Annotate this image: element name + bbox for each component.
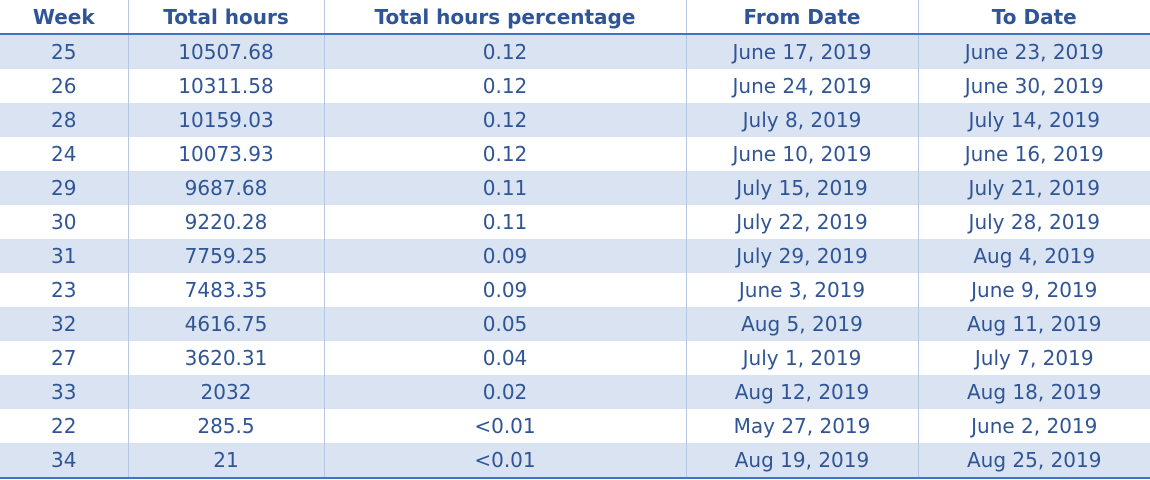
cell-total-hours-percentage: 0.04 <box>323 341 686 375</box>
cell-total-hours-percentage: 0.02 <box>323 375 686 409</box>
cell-to-date: July 14, 2019 <box>917 103 1150 137</box>
header-from-date: From Date <box>685 0 918 35</box>
table-row: 32 4616.75 0.05 Aug 5, 2019 Aug 11, 2019 <box>0 307 1150 341</box>
table-body: 25 10507.68 0.12 June 17, 2019 June 23, 2019… <box>0 34 1150 479</box>
cell-total-hours-percentage: <0.01 <box>323 443 686 479</box>
table-row: 33 2032 0.02 Aug 12, 2019 Aug 18, 2019 <box>0 375 1150 409</box>
cell-to-date: June 30, 2019 <box>917 69 1150 103</box>
cell-to-date: Aug 18, 2019 <box>917 375 1150 409</box>
table-row: 30 9220.28 0.11 July 22, 2019 July 28, 2019 <box>0 205 1150 239</box>
cell-from-date: Aug 12, 2019 <box>685 375 918 409</box>
cell-total-hours: 2032 <box>127 375 324 409</box>
cell-total-hours-percentage: 0.12 <box>323 137 686 171</box>
cell-total-hours: 9220.28 <box>127 205 324 239</box>
cell-total-hours-percentage: 0.12 <box>323 103 686 137</box>
cell-total-hours-percentage: 0.12 <box>323 69 686 103</box>
cell-to-date: July 7, 2019 <box>917 341 1150 375</box>
table-row: 23 7483.35 0.09 June 3, 2019 June 9, 2019 <box>0 273 1150 307</box>
table-row: 27 3620.31 0.04 July 1, 2019 July 7, 2019 <box>0 341 1150 375</box>
table-row: 28 10159.03 0.12 July 8, 2019 July 14, 2019 <box>0 103 1150 137</box>
table-header: Week Total hours Total hours percentage … <box>0 0 1150 35</box>
cell-from-date: July 15, 2019 <box>685 171 918 205</box>
cell-total-hours-percentage: 0.05 <box>323 307 686 341</box>
header-total-hours-percentage: Total hours percentage <box>323 0 686 35</box>
cell-from-date: July 1, 2019 <box>685 341 918 375</box>
cell-total-hours-percentage: 0.09 <box>323 273 686 307</box>
cell-total-hours: 7759.25 <box>127 239 324 273</box>
cell-to-date: June 2, 2019 <box>917 409 1150 443</box>
cell-week: 32 <box>0 307 128 341</box>
cell-from-date: Aug 5, 2019 <box>685 307 918 341</box>
cell-week: 34 <box>0 443 128 479</box>
cell-from-date: July 8, 2019 <box>685 103 918 137</box>
cell-week: 29 <box>0 171 128 205</box>
cell-week: 24 <box>0 137 128 171</box>
cell-from-date: July 22, 2019 <box>685 205 918 239</box>
cell-to-date: Aug 4, 2019 <box>917 239 1150 273</box>
table-row: 24 10073.93 0.12 June 10, 2019 June 16, 2019 <box>0 137 1150 171</box>
cell-to-date: June 16, 2019 <box>917 137 1150 171</box>
table-row: 34 21 <0.01 Aug 19, 2019 Aug 25, 2019 <box>0 443 1150 479</box>
cell-from-date: July 29, 2019 <box>685 239 918 273</box>
cell-to-date: Aug 25, 2019 <box>917 443 1150 479</box>
cell-total-hours: 10311.58 <box>127 69 324 103</box>
cell-week: 26 <box>0 69 128 103</box>
cell-from-date: Aug 19, 2019 <box>685 443 918 479</box>
header-week: Week <box>0 0 128 35</box>
cell-total-hours: 10159.03 <box>127 103 324 137</box>
cell-total-hours: 7483.35 <box>127 273 324 307</box>
cell-week: 23 <box>0 273 128 307</box>
cell-from-date: June 24, 2019 <box>685 69 918 103</box>
cell-week: 25 <box>0 34 128 69</box>
cell-week: 31 <box>0 239 128 273</box>
cell-week: 28 <box>0 103 128 137</box>
table-row: 29 9687.68 0.11 July 15, 2019 July 21, 2019 <box>0 171 1150 205</box>
cell-week: 27 <box>0 341 128 375</box>
cell-from-date: June 17, 2019 <box>685 34 918 69</box>
cell-from-date: June 10, 2019 <box>685 137 918 171</box>
cell-to-date: Aug 11, 2019 <box>917 307 1150 341</box>
cell-to-date: July 21, 2019 <box>917 171 1150 205</box>
cell-week: 33 <box>0 375 128 409</box>
cell-to-date: June 23, 2019 <box>917 34 1150 69</box>
cell-to-date: June 9, 2019 <box>917 273 1150 307</box>
cell-total-hours: 285.5 <box>127 409 324 443</box>
table-row: 22 285.5 <0.01 May 27, 2019 June 2, 2019 <box>0 409 1150 443</box>
cell-total-hours: 21 <box>127 443 324 479</box>
cell-total-hours-percentage: 0.11 <box>323 205 686 239</box>
table-row: 25 10507.68 0.12 June 17, 2019 June 23, 2019 <box>0 34 1150 69</box>
header-to-date: To Date <box>917 0 1150 35</box>
cell-total-hours-percentage: 0.12 <box>323 34 686 69</box>
cell-to-date: July 28, 2019 <box>917 205 1150 239</box>
cell-from-date: May 27, 2019 <box>685 409 918 443</box>
table-row: 26 10311.58 0.12 June 24, 2019 June 30, 2019 <box>0 69 1150 103</box>
cell-total-hours: 10507.68 <box>127 34 324 69</box>
cell-total-hours: 10073.93 <box>127 137 324 171</box>
cell-total-hours-percentage: <0.01 <box>323 409 686 443</box>
cell-total-hours-percentage: 0.11 <box>323 171 686 205</box>
header-row: Week Total hours Total hours percentage … <box>0 0 1150 35</box>
cell-total-hours: 9687.68 <box>127 171 324 205</box>
cell-total-hours-percentage: 0.09 <box>323 239 686 273</box>
table-row: 31 7759.25 0.09 July 29, 2019 Aug 4, 2019 <box>0 239 1150 273</box>
cell-week: 22 <box>0 409 128 443</box>
cell-total-hours: 4616.75 <box>127 307 324 341</box>
cell-from-date: June 3, 2019 <box>685 273 918 307</box>
cell-total-hours: 3620.31 <box>127 341 324 375</box>
cell-week: 30 <box>0 205 128 239</box>
header-total-hours: Total hours <box>127 0 324 35</box>
